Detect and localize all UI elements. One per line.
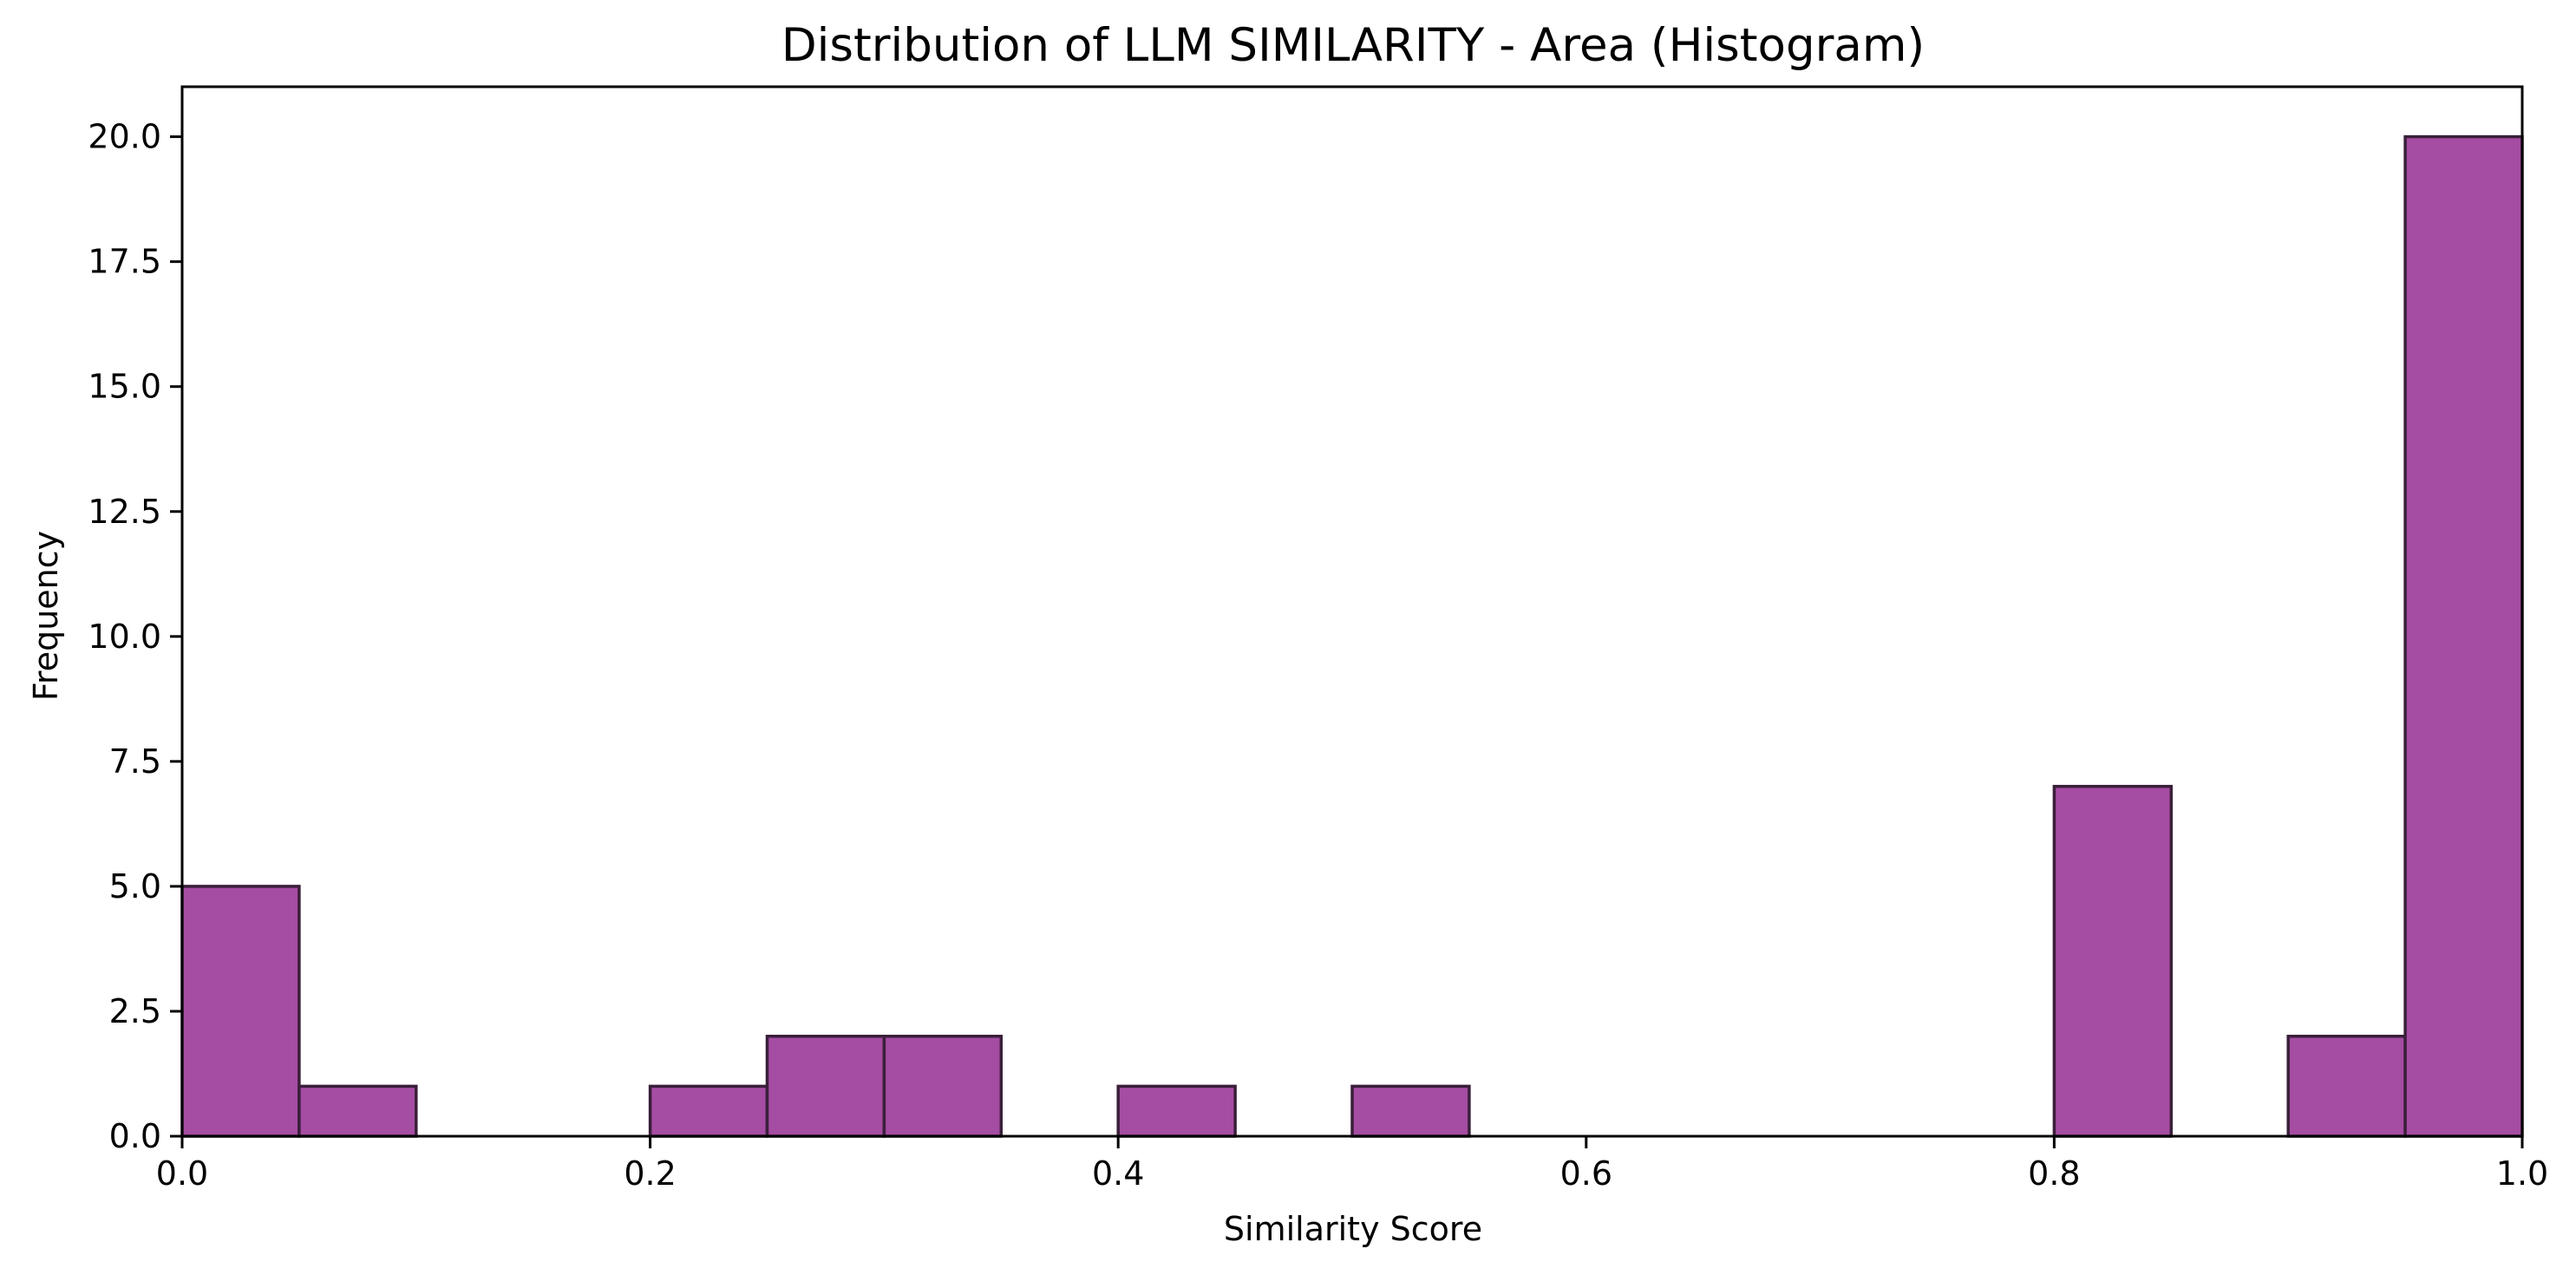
x-tick-label: 0.8: [2028, 1154, 2080, 1193]
x-tick-label: 0.6: [1560, 1154, 1612, 1193]
histogram-bar: [1350, 1084, 1471, 1138]
y-ticks-layer: 0.0 2.5 5.0 7.5 10.0 12.5 15.0 17.5 20.0: [88, 118, 182, 1155]
plot-frame: [180, 85, 2524, 1138]
y-tick-label: 12.5: [88, 493, 161, 531]
y-tick-label: 5.0: [109, 867, 161, 906]
x-axis-label: Similarity Score: [1224, 1210, 1482, 1248]
x-tick-label: 1.0: [2496, 1154, 2548, 1193]
chart-title: Distribution of LLM SIMILARITY - Area (H…: [781, 19, 1925, 72]
histogram-bar: [297, 1084, 418, 1138]
axes-layer: [180, 85, 2524, 1138]
x-tick-label: 0.4: [1092, 1154, 1144, 1193]
y-tick-label: 0.0: [109, 1117, 161, 1155]
histogram-bar: [765, 1035, 886, 1138]
y-tick-label: 15.0: [88, 368, 161, 406]
histogram-bar: [180, 885, 301, 1138]
y-axis-label: Frequency: [27, 531, 65, 701]
histogram-bar: [1116, 1084, 1237, 1138]
y-tick-label: 10.0: [88, 618, 161, 656]
bars-layer: [180, 134, 2524, 1138]
y-tick-label: 7.5: [109, 742, 161, 781]
histogram-bar: [882, 1035, 1004, 1138]
x-tick-label: 0.0: [156, 1154, 208, 1193]
y-tick-label: 2.5: [109, 992, 161, 1030]
x-ticks-layer: 0.0 0.2 0.4 0.6 0.8 1.0: [156, 1136, 2548, 1193]
histogram-bar: [2052, 784, 2174, 1138]
histogram-bar: [648, 1084, 769, 1138]
x-tick-label: 0.2: [624, 1154, 676, 1193]
y-tick-label: 17.5: [88, 243, 161, 281]
y-tick-label: 20.0: [88, 118, 161, 156]
histogram-bar: [2403, 134, 2524, 1138]
histogram-bar: [2286, 1035, 2407, 1138]
